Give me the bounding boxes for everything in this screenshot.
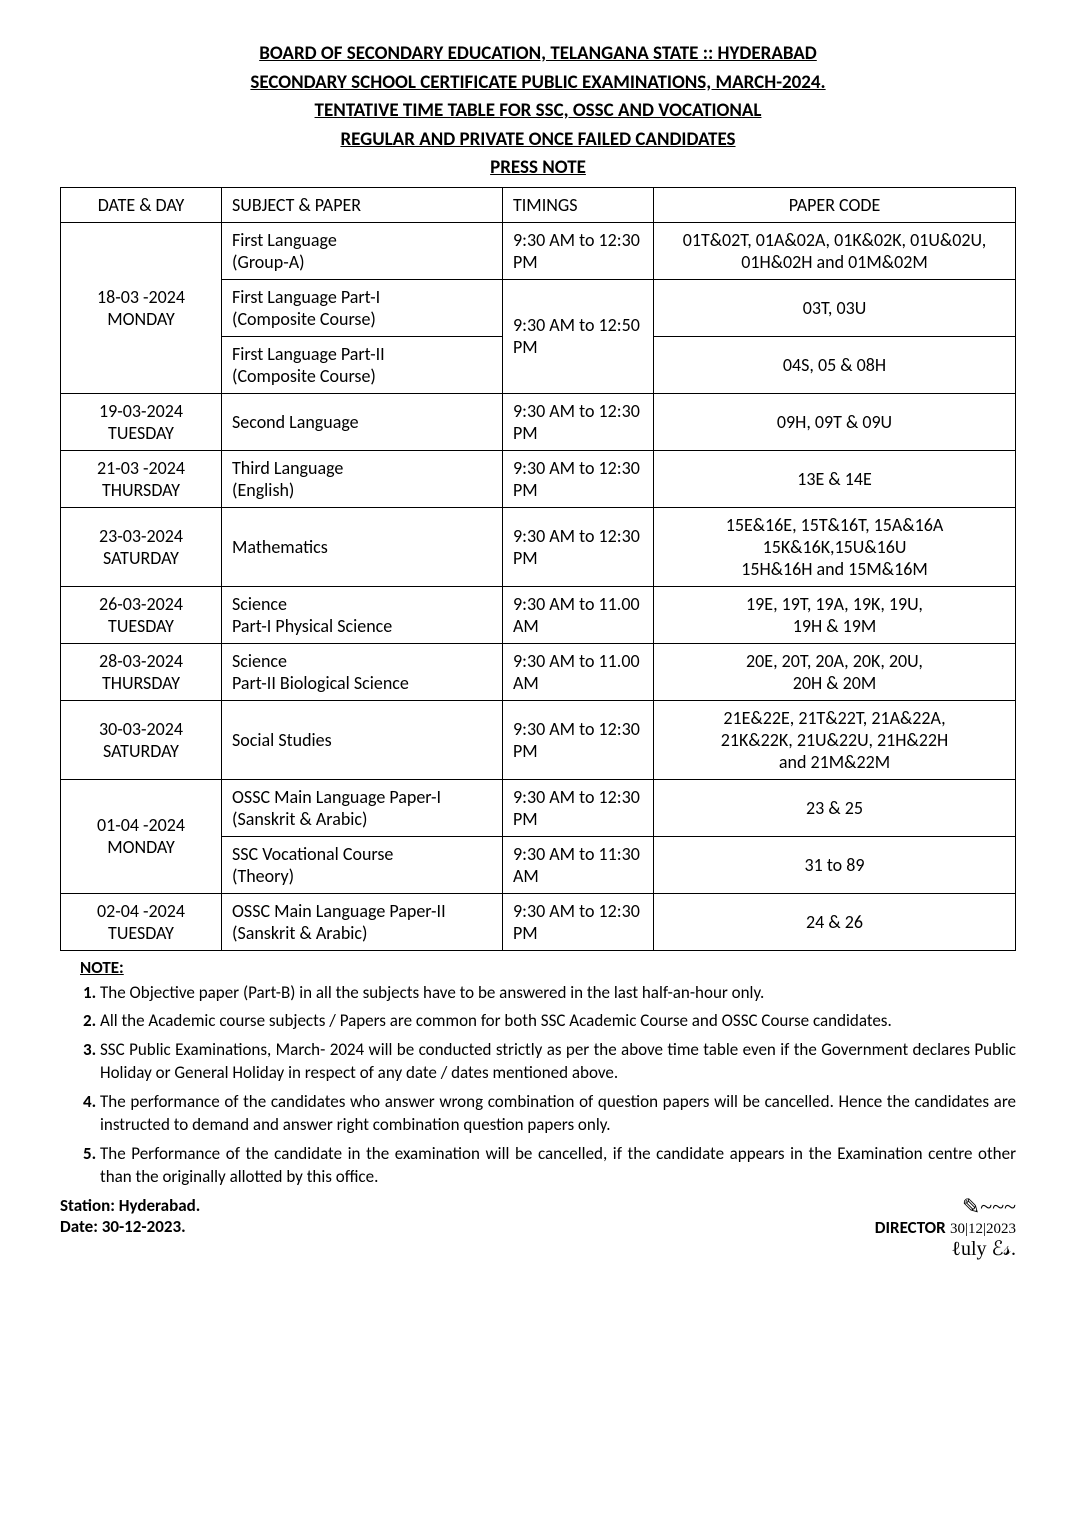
- cell-timing: 9:30 AM to 12:50 PM: [503, 279, 654, 393]
- cell-date: 19-03-2024TUESDAY: [61, 393, 222, 450]
- note-item: The Objective paper (Part-B) in all the …: [100, 982, 1016, 1005]
- cell-date: 26-03-2024TUESDAY: [61, 586, 222, 643]
- cell-code: 04S, 05 & 08H: [654, 336, 1016, 393]
- th-timing: TIMINGS: [503, 187, 654, 222]
- note-item: SSC Public Examinations, March- 2024 wil…: [100, 1039, 1016, 1085]
- cell-code: 31 to 89: [654, 836, 1016, 893]
- cell-date: 30-03-2024SATURDAY: [61, 700, 222, 779]
- cell-subject: SciencePart-II Biological Science: [222, 643, 503, 700]
- header-line-1: BOARD OF SECONDARY EDUCATION, TELANGANA …: [60, 40, 1016, 69]
- table-row: 28-03-2024THURSDAYSciencePart-II Biologi…: [61, 643, 1016, 700]
- th-date: DATE & DAY: [61, 187, 222, 222]
- document-header: BOARD OF SECONDARY EDUCATION, TELANGANA …: [60, 40, 1016, 183]
- cell-timing: 9:30 AM to 12:30 PM: [503, 700, 654, 779]
- th-code: PAPER CODE: [654, 187, 1016, 222]
- cell-subject: Social Studies: [222, 700, 503, 779]
- th-subject: SUBJECT & PAPER: [222, 187, 503, 222]
- table-body: 18-03 -2024MONDAYFirst Language(Group-A)…: [61, 222, 1016, 950]
- table-row: 30-03-2024SATURDAYSocial Studies9:30 AM …: [61, 700, 1016, 779]
- cell-code: 09H, 09T & 09U: [654, 393, 1016, 450]
- header-line-2: SECONDARY SCHOOL CERTIFICATE PUBLIC EXAM…: [60, 69, 1016, 98]
- cell-timing: 9:30 AM to 12:30 PM: [503, 507, 654, 586]
- cell-date: 21-03 -2024THURSDAY: [61, 450, 222, 507]
- cell-code: 13E & 14E: [654, 450, 1016, 507]
- cell-subject: SciencePart-I Physical Science: [222, 586, 503, 643]
- cell-date: 28-03-2024THURSDAY: [61, 643, 222, 700]
- cell-code: 15E&16E, 15T&16T, 15A&16A15K&16K,15U&16U…: [654, 507, 1016, 586]
- notes-list: The Objective paper (Part-B) in all the …: [60, 982, 1016, 1190]
- cell-timing: 9:30 AM to 12:30 PM: [503, 893, 654, 950]
- signature-block: ✎~~~ DIRECTOR 30|12|2023 ℓuly ℰ𝓈.: [875, 1195, 1016, 1260]
- cell-code: 20E, 20T, 20A, 20K, 20U,20H & 20M: [654, 643, 1016, 700]
- cell-timing: 9:30 AM to 11:30 AM: [503, 836, 654, 893]
- table-row: 18-03 -2024MONDAYFirst Language(Group-A)…: [61, 222, 1016, 279]
- table-row: 21-03 -2024THURSDAYThird Language(Englis…: [61, 450, 1016, 507]
- table-header-row: DATE & DAY SUBJECT & PAPER TIMINGS PAPER…: [61, 187, 1016, 222]
- cell-code: 01T&02T, 01A&02A, 01K&02K, 01U&02U,01H&0…: [654, 222, 1016, 279]
- station: Station: Hyderabad.: [60, 1195, 200, 1216]
- director-label: DIRECTOR: [875, 1217, 946, 1238]
- notes-section: NOTE: The Objective paper (Part-B) in al…: [60, 957, 1016, 1190]
- table-row: 02-04 -2024TUESDAYOSSC Main Language Pap…: [61, 893, 1016, 950]
- cell-date: 18-03 -2024MONDAY: [61, 222, 222, 393]
- cell-date: 01-04 -2024MONDAY: [61, 779, 222, 893]
- cell-subject: First Language Part-I(Composite Course): [222, 279, 503, 336]
- timetable: DATE & DAY SUBJECT & PAPER TIMINGS PAPER…: [60, 187, 1016, 951]
- cell-timing: 9:30 AM to 11.00 AM: [503, 643, 654, 700]
- note-item: The Performance of the candidate in the …: [100, 1143, 1016, 1189]
- cell-code: 23 & 25: [654, 779, 1016, 836]
- signature-date: 30|12|2023: [950, 1221, 1016, 1237]
- table-row: 01-04 -2024MONDAYOSSC Main Language Pape…: [61, 779, 1016, 836]
- cell-code: 21E&22E, 21T&22T, 21A&22A,21K&22K, 21U&2…: [654, 700, 1016, 779]
- header-line-5: PRESS NOTE: [60, 154, 1016, 183]
- cell-subject: First Language(Group-A): [222, 222, 503, 279]
- note-item: The performance of the candidates who an…: [100, 1091, 1016, 1137]
- cell-code: 24 & 26: [654, 893, 1016, 950]
- cell-timing: 9:30 AM to 12:30 PM: [503, 450, 654, 507]
- cell-subject: OSSC Main Language Paper-II(Sanskrit & A…: [222, 893, 503, 950]
- footer-date: Date: 30-12-2023.: [60, 1216, 200, 1237]
- cell-timing: 9:30 AM to 11.00 AM: [503, 586, 654, 643]
- cell-timing: 9:30 AM to 12:30 PM: [503, 393, 654, 450]
- cell-subject: Mathematics: [222, 507, 503, 586]
- footer-left: Station: Hyderabad. Date: 30-12-2023.: [60, 1195, 200, 1237]
- table-row: 23-03-2024SATURDAYMathematics9:30 AM to …: [61, 507, 1016, 586]
- notes-title: NOTE:: [80, 957, 124, 978]
- cell-subject: SSC Vocational Course(Theory): [222, 836, 503, 893]
- signature-scribble: ✎~~~: [875, 1195, 1016, 1219]
- cell-subject: Second Language: [222, 393, 503, 450]
- note-item: All the Academic course subjects / Paper…: [100, 1010, 1016, 1033]
- cell-subject: OSSC Main Language Paper-I(Sanskrit & Ar…: [222, 779, 503, 836]
- cell-subject: First Language Part-II(Composite Course): [222, 336, 503, 393]
- table-row: 19-03-2024TUESDAYSecond Language9:30 AM …: [61, 393, 1016, 450]
- cell-date: 02-04 -2024TUESDAY: [61, 893, 222, 950]
- cell-timing: 9:30 AM to 12:30 PM: [503, 779, 654, 836]
- header-line-3: TENTATIVE TIME TABLE FOR SSC, OSSC AND V…: [60, 97, 1016, 126]
- signature-scribble-2: ℓuly ℰ𝓈.: [875, 1238, 1016, 1260]
- cell-subject: Third Language(English): [222, 450, 503, 507]
- cell-date: 23-03-2024SATURDAY: [61, 507, 222, 586]
- table-row: 26-03-2024TUESDAYSciencePart-I Physical …: [61, 586, 1016, 643]
- footer: Station: Hyderabad. Date: 30-12-2023. ✎~…: [60, 1195, 1016, 1260]
- cell-timing: 9:30 AM to 12:30 PM: [503, 222, 654, 279]
- cell-code: 19E, 19T, 19A, 19K, 19U,19H & 19M: [654, 586, 1016, 643]
- header-line-4: REGULAR AND PRIVATE ONCE FAILED CANDIDAT…: [60, 126, 1016, 155]
- cell-code: 03T, 03U: [654, 279, 1016, 336]
